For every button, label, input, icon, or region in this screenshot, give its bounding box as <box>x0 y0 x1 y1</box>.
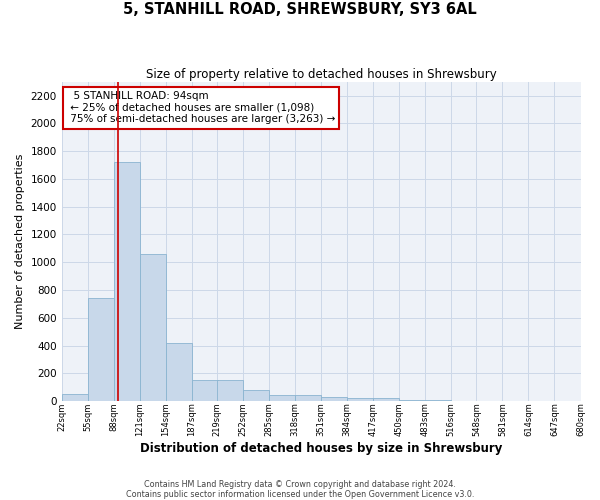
Y-axis label: Number of detached properties: Number of detached properties <box>15 154 25 329</box>
Bar <box>373 398 399 401</box>
Bar <box>62 394 88 401</box>
Bar <box>399 400 425 401</box>
Bar <box>347 398 373 401</box>
Bar <box>295 395 321 401</box>
Text: 5 STANHILL ROAD: 94sqm  
 ← 25% of detached houses are smaller (1,098)
 75% of s: 5 STANHILL ROAD: 94sqm ← 25% of detached… <box>67 92 335 124</box>
Bar <box>88 298 114 401</box>
Bar <box>192 380 218 401</box>
X-axis label: Distribution of detached houses by size in Shrewsbury: Distribution of detached houses by size … <box>140 442 502 455</box>
Bar <box>166 343 192 401</box>
Bar <box>217 380 243 401</box>
Bar <box>243 390 269 401</box>
Bar <box>140 254 166 401</box>
Bar <box>269 395 295 401</box>
Title: Size of property relative to detached houses in Shrewsbury: Size of property relative to detached ho… <box>146 68 496 80</box>
Bar <box>425 400 451 401</box>
Bar <box>321 397 347 401</box>
Text: Contains HM Land Registry data © Crown copyright and database right 2024.
Contai: Contains HM Land Registry data © Crown c… <box>126 480 474 499</box>
Text: 5, STANHILL ROAD, SHREWSBURY, SY3 6AL: 5, STANHILL ROAD, SHREWSBURY, SY3 6AL <box>123 2 477 18</box>
Bar <box>114 162 140 401</box>
